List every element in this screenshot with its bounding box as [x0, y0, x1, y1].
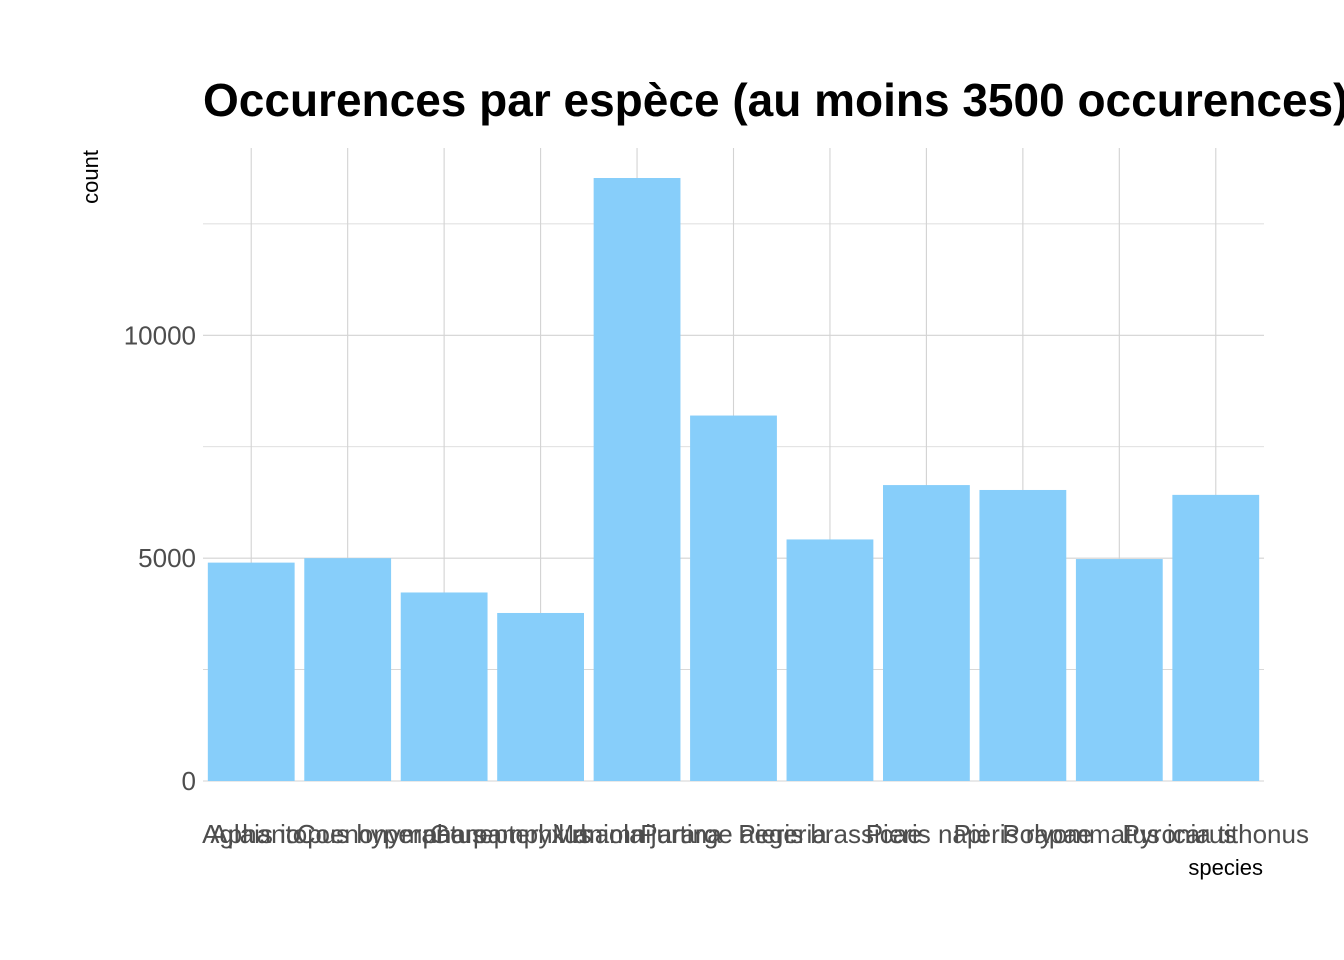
bar: [786, 539, 874, 781]
y-tick-label: 5000: [138, 543, 196, 573]
x-tick-label: Pieris brassicae: [738, 819, 922, 849]
x-tick-label: Polyommatus icarus: [1002, 819, 1236, 849]
x-tick-label: Gonepteryx rhamni: [430, 819, 651, 849]
bar: [304, 558, 392, 781]
y-tick-labels: 0 5000 10000: [124, 320, 196, 796]
x-tick-label: Pieris rapae: [953, 819, 1092, 849]
bar: [1075, 559, 1163, 781]
x-tick-label: Pyronia tithonus: [1123, 819, 1309, 849]
bar: [1172, 494, 1260, 781]
chart-title: Occurences par espèce (au moins 3500 occ…: [203, 74, 1344, 126]
y-tick-label: 0: [182, 766, 196, 796]
bar: [497, 612, 584, 781]
x-tick-label: Maniola jurtina: [552, 819, 722, 849]
bar: [593, 178, 681, 781]
y-axis-label: count: [78, 150, 103, 204]
bar: [690, 415, 777, 781]
y-tick-label: 10000: [124, 320, 196, 350]
x-tick-label: Coenonympha pamphilus: [297, 819, 592, 849]
bar: [207, 562, 295, 781]
bar: [979, 489, 1067, 781]
x-axis-label: species: [1188, 855, 1263, 880]
x-tick-label: Aphantopus hyperantus: [210, 819, 485, 849]
bar: [400, 592, 488, 781]
x-tick-label: Aglais io: [202, 819, 300, 849]
bars: [207, 178, 1260, 781]
x-tick-label: Pieris napi: [866, 819, 987, 849]
bar: [883, 485, 970, 781]
x-tick-label: Pararge aegeria: [640, 819, 827, 849]
